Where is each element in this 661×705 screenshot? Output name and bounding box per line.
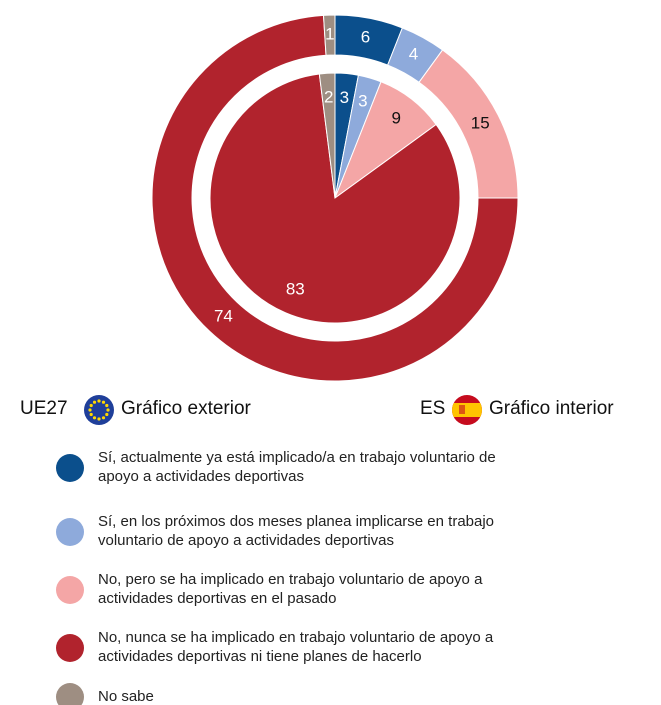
data-label: 4 (409, 45, 418, 64)
legend-label: Sí, en los próximos dos meses planea imp… (98, 513, 495, 549)
legend-swatch (56, 454, 84, 482)
legend-swatch (56, 634, 84, 662)
data-label: 2 (324, 88, 333, 107)
data-label: 74 (214, 306, 233, 325)
data-label: 15 (471, 113, 490, 132)
data-label: 1 (325, 25, 334, 44)
inner-series-name: ES (420, 398, 446, 419)
outer-series-name: UE27 (20, 398, 68, 419)
es-flag (452, 395, 482, 425)
legend-swatch (56, 576, 84, 604)
segment (318, 72, 336, 199)
segment (151, 14, 519, 382)
data-label: 83 (286, 279, 305, 298)
segment (322, 14, 336, 56)
legend-label: No sabe (98, 688, 154, 705)
eu-flag (84, 395, 114, 425)
data-label: 6 (361, 27, 370, 46)
legend-swatch (56, 683, 84, 705)
data-label: 3 (340, 88, 349, 107)
data-label: 9 (392, 108, 401, 127)
data-label: 3 (358, 91, 367, 110)
legend-swatch (56, 518, 84, 546)
segment (209, 73, 461, 324)
inner-caption: Gráfico interior (489, 398, 614, 419)
legend-label: No, nunca se ha implicado en trabajo vol… (98, 629, 494, 665)
legend-label: No, pero se ha implicado en trabajo volu… (98, 571, 483, 607)
legend-label: Sí, actualmente ya está implicado/a en t… (98, 449, 496, 485)
outer-caption: Gráfico exterior (121, 398, 251, 419)
